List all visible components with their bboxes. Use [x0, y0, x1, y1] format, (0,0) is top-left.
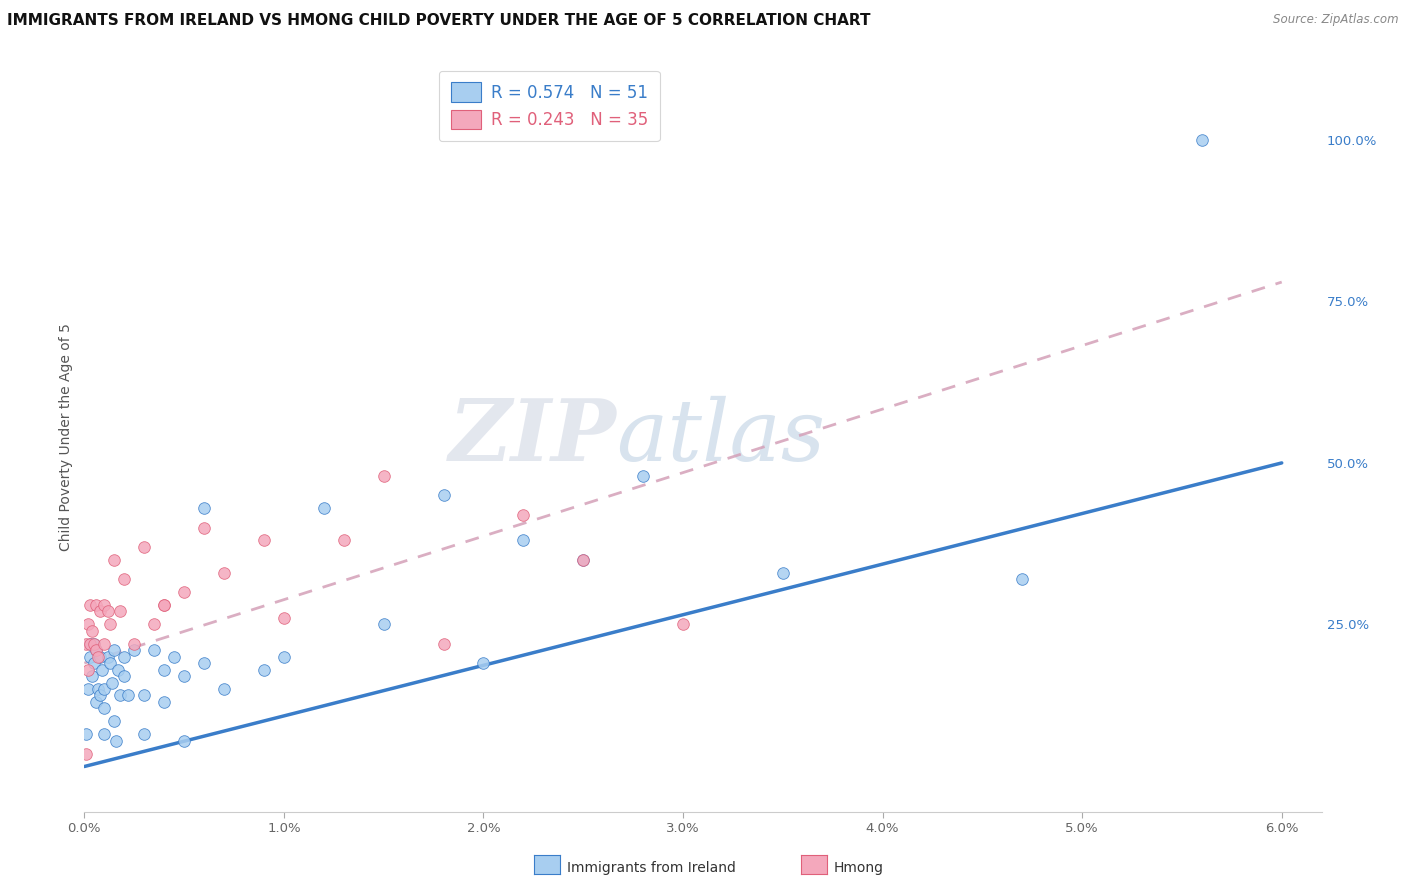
Point: [273, 649, 295, 664]
Point: [79, 637, 101, 651]
Point: [93, 598, 115, 612]
Point: [193, 656, 215, 670]
Point: [83, 637, 105, 651]
Point: [333, 533, 356, 548]
Point: [93, 727, 115, 741]
Point: [87, 681, 110, 696]
Point: [98, 617, 121, 632]
Point: [107, 663, 129, 677]
Point: [110, 689, 132, 703]
Point: [79, 598, 101, 612]
Point: [153, 663, 176, 677]
Text: IMMIGRANTS FROM IRELAND VS HMONG CHILD POVERTY UNDER THE AGE OF 5 CORRELATION CH: IMMIGRANTS FROM IRELAND VS HMONG CHILD P…: [7, 13, 870, 29]
Point: [512, 508, 534, 522]
Point: [153, 695, 176, 709]
Point: [86, 695, 108, 709]
Point: [77, 663, 100, 677]
Point: [79, 649, 101, 664]
Point: [212, 681, 235, 696]
Point: [117, 689, 139, 703]
Point: [91, 663, 114, 677]
Point: [373, 468, 395, 483]
Point: [89, 605, 111, 619]
Point: [572, 553, 595, 567]
Point: [75, 747, 97, 761]
Point: [153, 598, 176, 612]
Point: [1011, 572, 1033, 586]
Point: [1191, 133, 1213, 147]
Point: [93, 681, 115, 696]
Text: ZIP: ZIP: [449, 395, 616, 479]
Point: [373, 617, 395, 632]
Point: [122, 637, 145, 651]
Point: [253, 663, 276, 677]
Point: [86, 598, 108, 612]
Point: [432, 637, 454, 651]
Point: [86, 643, 108, 657]
Point: [105, 733, 128, 747]
Text: Source: ZipAtlas.com: Source: ZipAtlas.com: [1274, 13, 1399, 27]
Point: [772, 566, 794, 580]
Legend: R = 0.574   N = 51, R = 0.243   N = 35: R = 0.574 N = 51, R = 0.243 N = 35: [439, 70, 659, 141]
Point: [193, 520, 215, 534]
Point: [97, 605, 120, 619]
Point: [87, 649, 110, 664]
Point: [89, 689, 111, 703]
Point: [82, 669, 104, 683]
Point: [101, 675, 124, 690]
Point: [75, 727, 97, 741]
Point: [143, 617, 166, 632]
Point: [103, 553, 125, 567]
Point: [112, 649, 135, 664]
Point: [97, 649, 120, 664]
Point: [631, 468, 654, 483]
Point: [212, 566, 235, 580]
Point: [93, 637, 115, 651]
Point: [77, 681, 100, 696]
Point: [273, 611, 295, 625]
Point: [134, 689, 156, 703]
Point: [103, 714, 125, 729]
Point: [82, 624, 104, 638]
Point: [512, 533, 534, 548]
Point: [98, 656, 121, 670]
Point: [193, 501, 215, 516]
Point: [173, 585, 195, 599]
Point: [75, 637, 97, 651]
Point: [173, 733, 195, 747]
Point: [134, 727, 156, 741]
Point: [93, 701, 115, 715]
Point: [572, 553, 595, 567]
Point: [110, 605, 132, 619]
Point: [432, 488, 454, 502]
Point: [143, 643, 166, 657]
Point: [173, 669, 195, 683]
Point: [253, 533, 276, 548]
Point: [89, 649, 111, 664]
Y-axis label: Child Poverty Under the Age of 5: Child Poverty Under the Age of 5: [59, 323, 73, 551]
Text: Immigrants from Ireland: Immigrants from Ireland: [567, 861, 735, 875]
Point: [83, 656, 105, 670]
Point: [312, 501, 335, 516]
Point: [77, 617, 100, 632]
Point: [83, 637, 105, 651]
Point: [112, 572, 135, 586]
Point: [153, 598, 176, 612]
Point: [134, 540, 156, 554]
Text: atlas: atlas: [616, 396, 825, 478]
Text: Hmong: Hmong: [834, 861, 884, 875]
Point: [86, 643, 108, 657]
Point: [79, 637, 101, 651]
Point: [163, 649, 186, 664]
Point: [112, 669, 135, 683]
Point: [472, 656, 495, 670]
Point: [122, 643, 145, 657]
Point: [672, 617, 695, 632]
Point: [103, 643, 125, 657]
